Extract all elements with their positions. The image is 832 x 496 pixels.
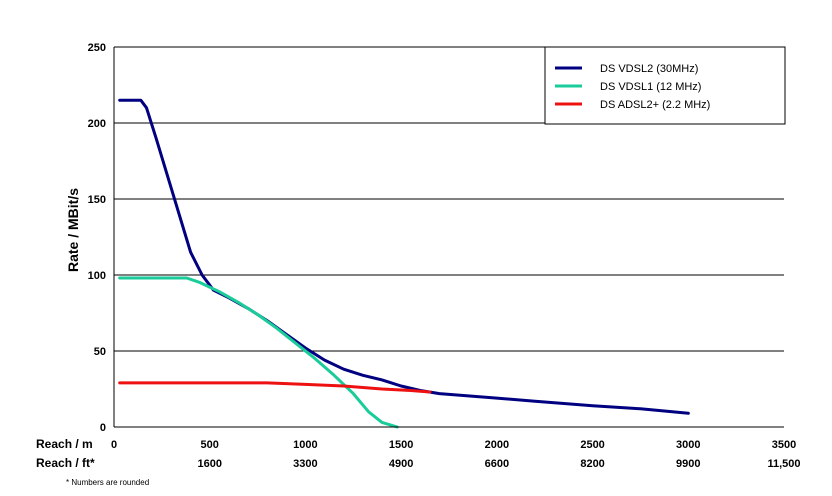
y-tick-label: 150 [88,194,106,206]
legend: DS VDSL2 (30MHz) DS VDSL1 (12 MHz) DS ADSL… [544,46,786,125]
x-tick-label: 2500 [580,439,604,451]
y-axis-label: Rate / MBit/s [65,188,81,272]
x-tick-label: 11,500 [767,458,800,470]
legend-entry: DS VDSL1 (12 MHz) [600,81,701,93]
y-tick-label: 200 [88,118,106,130]
x-tick-label: 0 [111,439,117,451]
legend-entry: DS ADSL2+ (2.2 MHz) [600,99,710,111]
y-tick-label: 100 [88,270,106,282]
x-tick-label: 8200 [580,458,604,470]
series-line [118,276,399,429]
x-tick-label: 1000 [293,439,317,451]
x-tick-label: 500 [201,439,219,451]
y-tick-labels: 0 50 100 150 200 250 [88,42,106,434]
x-tick-label: 3500 [772,439,796,451]
x-tick-label: 1500 [389,439,413,451]
x-tick-label: 6600 [485,458,509,470]
x-tick-label: 1600 [197,458,221,470]
x-tick-label: 4900 [389,458,413,470]
legend-entry: DS VDSL2 (30MHz) [600,63,698,75]
x-tick-label: 2000 [485,439,509,451]
x-row-label: Reach / ft* [36,456,95,470]
y-tick-label: 250 [88,42,106,54]
x-tick-label: 9900 [676,458,700,470]
x-tick-rows: Reach / m 0 500 1000 1500 2000 2500 3000 3500 Rea… [36,437,801,470]
x-row-label: Reach / m [36,437,93,451]
x-tick-label: 3000 [676,439,700,451]
legend-box [544,46,786,125]
series-line [118,98,690,415]
footnote: * Numbers are rounded [66,478,149,487]
x-tick-label: 3300 [293,458,317,470]
y-tick-label: 50 [94,346,106,358]
series-lines [118,98,690,429]
series-line [118,381,432,394]
y-tick-label: 0 [100,422,106,434]
